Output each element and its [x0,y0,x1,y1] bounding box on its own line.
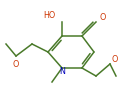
Text: O: O [112,55,118,65]
Text: N: N [59,68,65,76]
Text: HO: HO [44,11,56,21]
Text: O: O [100,13,106,23]
Text: O: O [13,60,19,69]
